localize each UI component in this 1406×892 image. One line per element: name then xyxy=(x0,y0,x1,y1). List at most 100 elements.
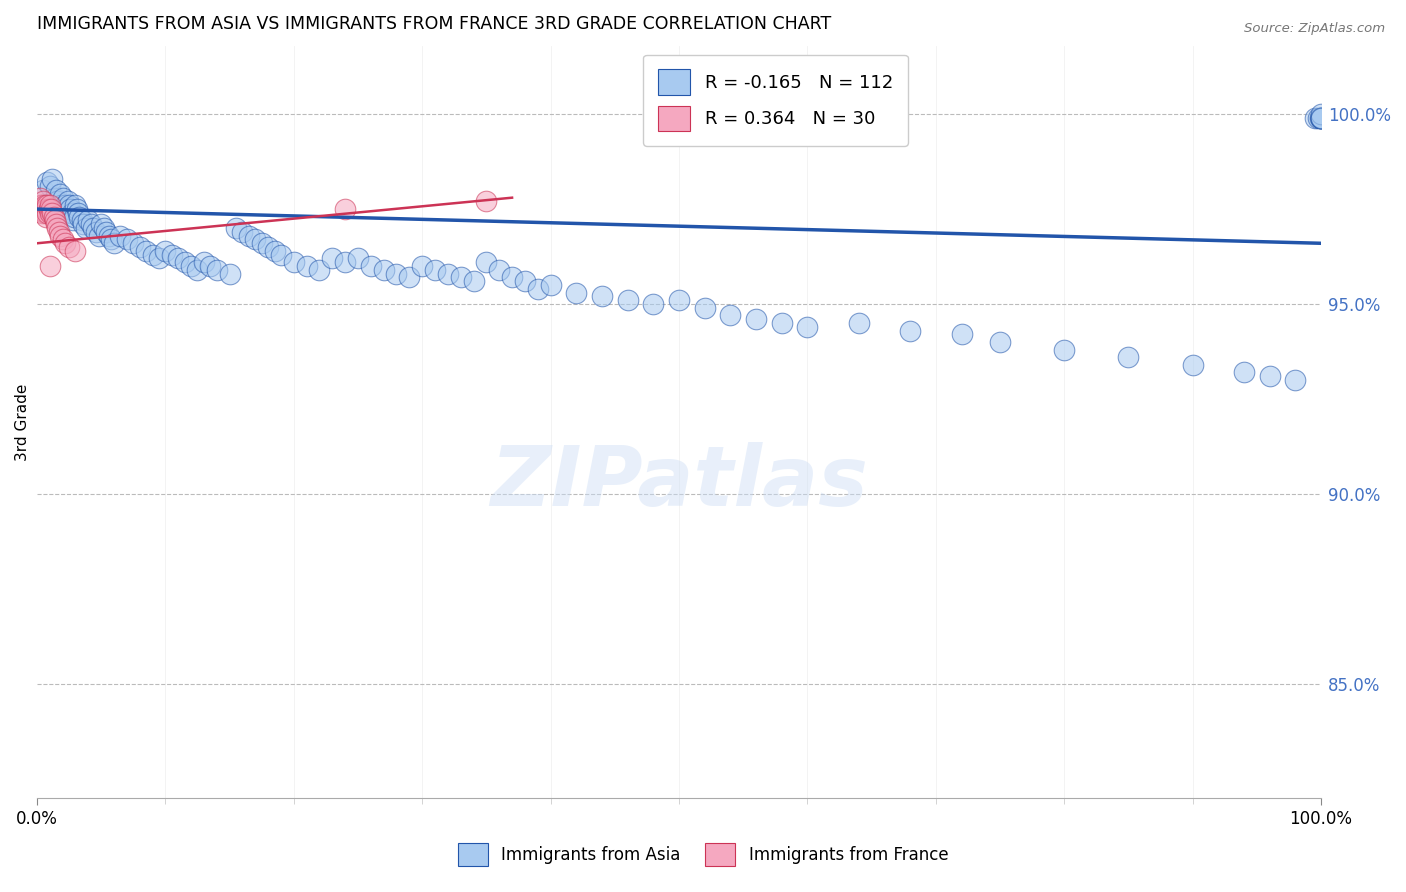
Point xyxy=(52,202,75,216)
Point xyxy=(49,186,72,201)
Point xyxy=(1118,351,1140,365)
Point xyxy=(55,206,77,220)
Point xyxy=(745,312,768,326)
Point xyxy=(238,228,260,243)
Point xyxy=(37,198,59,212)
Point xyxy=(103,236,125,251)
Point xyxy=(693,301,716,315)
Point xyxy=(45,217,67,231)
Point xyxy=(32,202,55,216)
Point xyxy=(796,319,818,334)
Point xyxy=(128,240,150,254)
Point xyxy=(37,202,59,216)
Point xyxy=(49,228,72,243)
Point xyxy=(70,213,93,227)
Point xyxy=(60,206,83,220)
Point xyxy=(475,255,498,269)
Point xyxy=(513,274,536,288)
Point xyxy=(58,240,80,254)
Point xyxy=(41,206,63,220)
Point xyxy=(51,198,73,212)
Point xyxy=(385,267,408,281)
Point xyxy=(96,225,118,239)
Point xyxy=(360,259,382,273)
Point xyxy=(48,225,70,239)
Point xyxy=(565,285,588,300)
Point xyxy=(72,217,94,231)
Text: Source: ZipAtlas.com: Source: ZipAtlas.com xyxy=(1244,22,1385,36)
Point xyxy=(34,198,56,212)
Point xyxy=(218,267,240,281)
Point xyxy=(155,244,177,258)
Point xyxy=(38,206,60,220)
Point xyxy=(58,198,80,212)
Point xyxy=(34,206,56,220)
Point xyxy=(295,259,318,273)
Point xyxy=(1310,107,1333,121)
Point xyxy=(62,213,84,227)
Point xyxy=(1181,358,1204,372)
Point xyxy=(37,206,59,220)
Point xyxy=(616,293,638,308)
Point xyxy=(540,278,562,293)
Point xyxy=(988,335,1011,350)
Point xyxy=(90,217,112,231)
Point xyxy=(53,198,76,212)
Point xyxy=(591,289,613,303)
Point xyxy=(1258,369,1281,384)
Point xyxy=(46,194,69,209)
Point xyxy=(1310,111,1333,125)
Point xyxy=(44,213,66,227)
Point xyxy=(31,198,53,212)
Point xyxy=(437,267,460,281)
Point xyxy=(28,191,51,205)
Point xyxy=(245,232,267,246)
Point xyxy=(167,252,190,266)
Point xyxy=(110,228,132,243)
Y-axis label: 3rd Grade: 3rd Grade xyxy=(15,384,30,460)
Point xyxy=(501,270,523,285)
Legend: Immigrants from Asia, Immigrants from France: Immigrants from Asia, Immigrants from Fr… xyxy=(451,836,955,873)
Point xyxy=(475,194,498,209)
Point xyxy=(668,293,690,308)
Point xyxy=(186,263,208,277)
Point xyxy=(122,236,145,251)
Point xyxy=(87,228,110,243)
Point xyxy=(37,176,59,190)
Point xyxy=(148,252,170,266)
Point xyxy=(100,232,122,246)
Point xyxy=(398,270,420,285)
Point xyxy=(65,198,87,212)
Point xyxy=(41,171,63,186)
Point xyxy=(1053,343,1076,357)
Point xyxy=(205,263,228,277)
Point xyxy=(1310,111,1333,125)
Point xyxy=(423,263,446,277)
Point xyxy=(283,255,305,269)
Point xyxy=(65,244,87,258)
Point xyxy=(1310,111,1333,125)
Point xyxy=(93,221,115,235)
Point xyxy=(718,309,741,323)
Point xyxy=(82,221,104,235)
Point xyxy=(75,221,97,235)
Point xyxy=(848,316,870,330)
Point xyxy=(53,236,76,251)
Point xyxy=(30,198,52,212)
Point xyxy=(1308,111,1330,125)
Point xyxy=(67,210,90,224)
Point xyxy=(373,263,395,277)
Point xyxy=(38,179,60,194)
Point xyxy=(160,248,183,262)
Point xyxy=(115,232,138,246)
Point xyxy=(950,327,973,342)
Point xyxy=(84,225,107,239)
Point xyxy=(52,191,75,205)
Point xyxy=(1303,111,1326,125)
Point xyxy=(59,202,82,216)
Legend: R = -0.165   N = 112, R = 0.364   N = 30: R = -0.165 N = 112, R = 0.364 N = 30 xyxy=(644,54,907,145)
Point xyxy=(141,248,163,262)
Point xyxy=(135,244,157,258)
Point xyxy=(67,206,90,220)
Point xyxy=(347,252,370,266)
